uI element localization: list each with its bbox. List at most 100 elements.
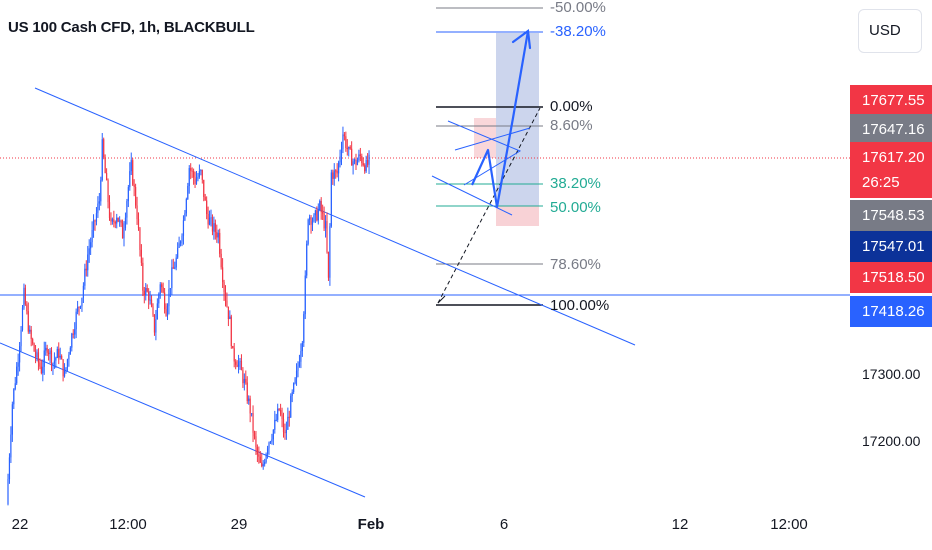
candle-body: [149, 299, 151, 301]
candle-body: [246, 382, 248, 402]
candle-body: [158, 293, 160, 304]
candle-body: [323, 213, 325, 229]
candle-body: [14, 383, 16, 389]
price-label-blue: 17418.26: [850, 296, 932, 327]
candle-body: [298, 361, 301, 367]
candle-body: [252, 413, 254, 433]
candle-body: [352, 161, 354, 166]
candle-body: [264, 462, 266, 465]
candle-body: [316, 210, 318, 221]
candle-body: [16, 366, 18, 384]
candle-body: [177, 247, 179, 258]
candle-body: [367, 159, 369, 165]
x-tick: 6: [499, 516, 509, 533]
candle-body: [227, 306, 229, 320]
candle-body: [237, 361, 240, 367]
candle-body: [242, 370, 244, 384]
flag-upper-line: [454, 127, 531, 151]
candle-body: [216, 232, 218, 238]
candle-body: [365, 159, 367, 172]
candle-body: [92, 220, 95, 230]
candle-body: [258, 454, 260, 457]
candle-body: [330, 172, 332, 227]
candle-body: [42, 366, 44, 374]
candle-body: [97, 203, 99, 214]
candle-body: [278, 408, 280, 411]
candle-body: [59, 355, 61, 358]
candle-body: [326, 221, 328, 252]
candle-body: [39, 362, 41, 367]
candle-body: [320, 201, 322, 213]
candle-body: [65, 367, 67, 372]
candle-body: [198, 171, 200, 177]
candle-body: [48, 352, 50, 355]
candle-body: [256, 447, 258, 455]
candle-body: [293, 383, 295, 393]
candle-body: [248, 398, 250, 402]
candle-body: [72, 333, 74, 335]
candle-body: [174, 267, 176, 269]
candle-body: [297, 366, 299, 371]
fib-label: 50.00%: [550, 199, 601, 216]
candle-body: [211, 217, 214, 232]
candle-body: [280, 410, 282, 415]
candle-body: [220, 253, 222, 268]
candle-body: [294, 378, 296, 384]
candle-body: [197, 176, 199, 180]
candle-body: [126, 201, 128, 218]
candle-body: [32, 339, 34, 344]
candle-body: [339, 156, 341, 163]
candle-body: [120, 220, 122, 224]
bar-countdown: 26:25: [862, 174, 900, 191]
price-label-red-2: 17518.50: [850, 262, 932, 293]
candle-body: [121, 223, 124, 239]
candle-body: [219, 232, 221, 254]
candle-body: [313, 215, 315, 222]
candle-body: [78, 306, 80, 308]
candle-body: [207, 214, 209, 225]
candle-body: [333, 170, 335, 179]
candle-body: [175, 257, 177, 268]
candle-body: [290, 395, 292, 418]
candle-body: [265, 454, 267, 463]
projection-arrowhead: [511, 28, 532, 50]
pattern-zone: [474, 118, 496, 158]
candle-body: [49, 350, 51, 355]
candle-body: [338, 162, 340, 174]
candle-body: [81, 297, 83, 307]
x-tick: 22: [11, 516, 29, 533]
candle-body: [201, 170, 203, 180]
current-price: 17617.20: [862, 149, 925, 166]
candle-body: [111, 219, 113, 222]
candle-body: [13, 388, 15, 405]
candle-body: [343, 134, 345, 137]
candle-body: [108, 202, 111, 218]
candle-body: [156, 303, 158, 320]
candle-body: [342, 134, 344, 150]
fib-label: 100.00%: [550, 297, 610, 314]
candle-body: [210, 217, 212, 219]
candle-body: [213, 223, 215, 232]
candle-body: [19, 346, 21, 363]
currency-button[interactable]: USD: [858, 9, 922, 53]
candle-body: [75, 311, 77, 330]
candle-body: [165, 309, 167, 316]
candle-body: [232, 346, 234, 349]
candle-body: [46, 347, 48, 353]
candle-body: [10, 434, 12, 458]
candle-body: [282, 418, 285, 433]
candle-body: [87, 254, 89, 271]
candle-body: [184, 213, 186, 221]
candle-body: [143, 290, 145, 296]
candle-body: [188, 168, 190, 187]
candle-body: [136, 205, 138, 220]
candle-body: [62, 359, 64, 377]
candle-body: [20, 329, 22, 347]
candle-body: [79, 306, 82, 308]
candle-body: [130, 160, 132, 172]
candle-body: [303, 314, 305, 343]
candle-body: [40, 366, 42, 374]
candle-body: [285, 429, 287, 434]
